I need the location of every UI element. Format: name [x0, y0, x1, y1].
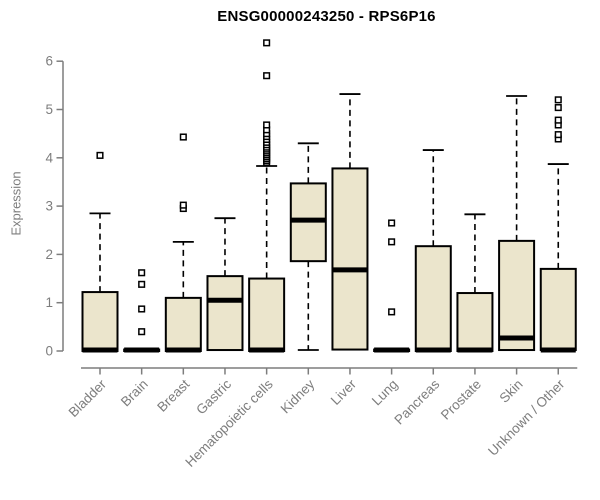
x-category-label: Gastric	[193, 376, 234, 417]
x-category-label: Kidney	[278, 376, 318, 416]
outlier-lung-1	[388, 238, 396, 246]
outlier-hematopoietic-cells-17	[263, 39, 271, 47]
outlier-unknown-other-4	[554, 104, 562, 112]
y-tick-label-4: 4	[45, 150, 53, 165]
outlier-breast-2	[179, 133, 187, 141]
outlier-brain-2	[138, 280, 146, 288]
outlier-brain-3	[138, 269, 146, 277]
outlier-bladder-0	[96, 151, 104, 159]
box-bladder	[81, 291, 119, 353]
outlier-unknown-other-3	[554, 116, 562, 124]
x-category-label: Liver	[328, 376, 360, 408]
y-tick-label-2: 2	[45, 247, 53, 262]
outlier-hematopoietic-cells-16	[263, 72, 271, 80]
outlier-lung-0	[388, 308, 396, 316]
y-tick-label-0: 0	[45, 344, 53, 359]
x-category-label: Skin	[497, 377, 526, 406]
outlier-brain-1	[138, 305, 146, 313]
box-liver	[331, 167, 369, 351]
outlier-breast-1	[179, 201, 187, 209]
y-tick-label-1: 1	[45, 295, 53, 310]
box-gastric	[206, 275, 244, 352]
box-unknown-other	[539, 267, 577, 352]
x-category-label: Bladder	[66, 376, 110, 420]
x-category-label: Prostate	[438, 377, 484, 423]
y-tick-label-3: 3	[45, 199, 53, 214]
box-skin	[498, 239, 536, 352]
x-category-label: Lung	[369, 377, 401, 409]
x-category-label: Brain	[118, 377, 151, 410]
chart-title: ENSG00000243250 - RPS6P16	[217, 8, 436, 25]
x-category-label: Pancreas	[391, 376, 442, 427]
box-prostate	[456, 292, 494, 353]
box-breast	[164, 296, 202, 352]
outlier-unknown-other-1	[554, 131, 562, 139]
x-category-label: Breast	[154, 376, 192, 414]
box-hematopoietic-cells	[248, 277, 286, 352]
outlier-unknown-other-5	[554, 96, 562, 104]
outlier-hematopoietic-cells-15	[263, 121, 271, 129]
box-pancreas	[414, 245, 452, 352]
y-tick-label-5: 5	[45, 102, 53, 117]
outlier-brain-0	[138, 328, 146, 336]
y-tick-label-6: 6	[45, 54, 53, 69]
outlier-lung-2	[388, 219, 396, 227]
x-category-label: Unknown / Other	[485, 376, 568, 459]
